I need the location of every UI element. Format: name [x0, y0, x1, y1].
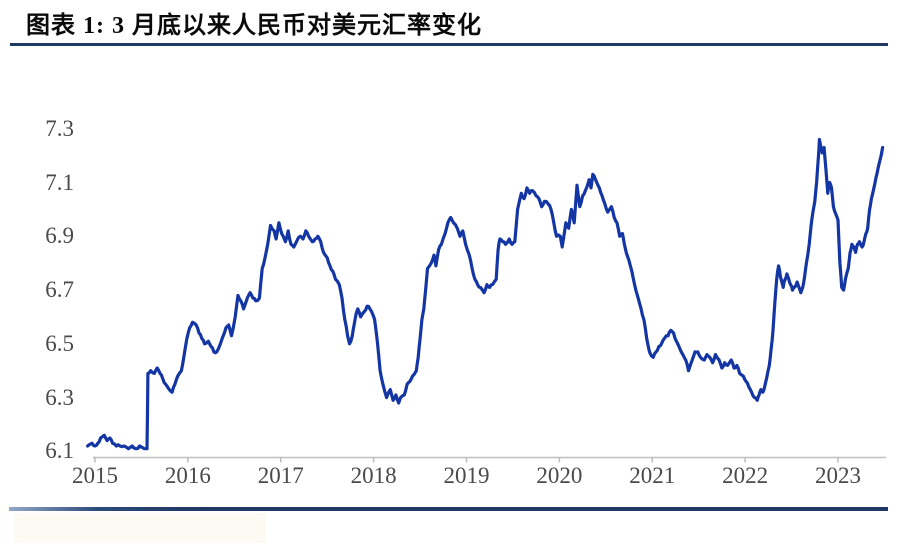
x-tick-label: 2023 [815, 463, 861, 488]
x-tick-label: 2018 [350, 463, 397, 488]
y-tick-label: 6.7 [45, 277, 74, 303]
x-tick-label: 2015 [72, 463, 118, 488]
y-tick-label: 6.9 [45, 223, 74, 249]
x-tick-label: 2022 [722, 463, 769, 488]
x-tick-label: 2017 [257, 463, 304, 488]
x-tick-label: 2021 [629, 463, 676, 488]
y-tick-label: 6.1 [45, 438, 74, 464]
figure-title: 图表 1: 3 月底以来人民币对美元汇率变化 [26, 13, 482, 39]
exchange-rate-line [86, 137, 885, 451]
y-tick-label: 6.3 [45, 384, 74, 410]
y-tick-label: 7.1 [45, 169, 74, 195]
title-underline-rule [10, 43, 888, 46]
x-tick-label: 2020 [536, 463, 583, 488]
y-tick-label: 6.5 [45, 330, 74, 356]
y-tick-label: 7.3 [45, 115, 74, 141]
footer-highlight [14, 513, 266, 543]
footer-rule [9, 507, 888, 511]
x-tick-label: 2019 [443, 463, 490, 488]
x-tick-label: 2016 [164, 463, 211, 488]
